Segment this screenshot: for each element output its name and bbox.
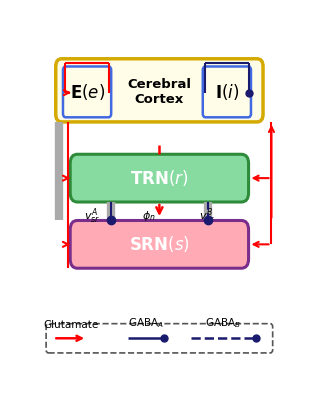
Text: $\phi_n$: $\phi_n$ [142,209,156,223]
Text: $v_{sr}^{B}$: $v_{sr}^{B}$ [199,206,216,226]
FancyBboxPatch shape [56,59,263,122]
FancyBboxPatch shape [46,324,273,353]
FancyBboxPatch shape [70,154,248,202]
Text: $v_{sr}^{A}$: $v_{sr}^{A}$ [84,206,100,226]
FancyBboxPatch shape [203,66,251,117]
Text: Cerebral
Cortex: Cerebral Cortex [128,78,191,106]
Text: GABA$_{B}$: GABA$_{B}$ [205,316,241,330]
Text: GABA$_{A}$: GABA$_{A}$ [128,316,164,330]
Text: Glutamate: Glutamate [44,320,99,330]
Text: $\mathbf{TRN}$$(r)$: $\mathbf{TRN}$$(r)$ [130,168,188,188]
Text: $\mathbf{E}$$(e)$: $\mathbf{E}$$(e)$ [69,82,105,102]
Text: $\mathbf{I}$$(i)$: $\mathbf{I}$$(i)$ [215,82,239,102]
Text: $\mathbf{SRN}$$(s)$: $\mathbf{SRN}$$(s)$ [129,234,190,254]
FancyBboxPatch shape [63,66,111,117]
FancyBboxPatch shape [70,220,248,268]
